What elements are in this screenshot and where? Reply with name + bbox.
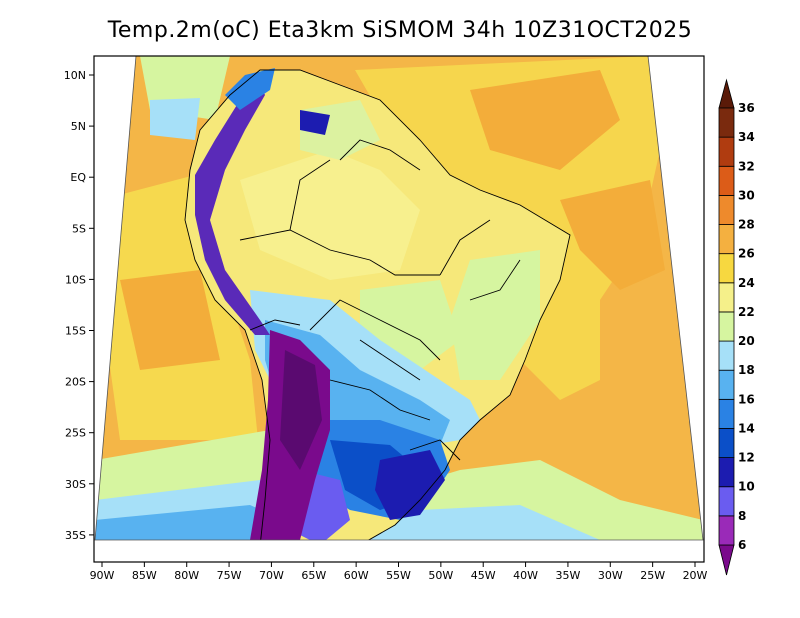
atlantic-orange-patch-2 xyxy=(560,180,665,290)
latitude-axis: 10N 5N EQ 5S 10S 15S 20S 25S 30S 35S xyxy=(64,69,94,542)
colorbar-label: 14 xyxy=(738,421,755,435)
colorbar-label: 12 xyxy=(738,451,755,465)
colorbar-label: 28 xyxy=(738,218,755,232)
lat-tick-label: EQ xyxy=(70,171,86,184)
lat-tick-label: 5S xyxy=(72,222,86,235)
colorbar-box xyxy=(718,311,735,342)
lat-tick-label: 20S xyxy=(65,376,86,389)
lon-tick-label: 60W xyxy=(344,569,369,582)
lon-tick-label: 30W xyxy=(598,569,623,582)
colorbar-box xyxy=(718,428,735,459)
colorbar-box xyxy=(718,107,735,138)
lat-tick-label: 35S xyxy=(65,529,86,542)
colorbar-label: 30 xyxy=(738,188,755,202)
temperature-field xyxy=(95,56,703,540)
lat-tick-label: 30S xyxy=(65,478,86,491)
lon-tick-label: 65W xyxy=(301,569,326,582)
lon-tick-label: 80W xyxy=(174,569,199,582)
colorbar-box xyxy=(718,515,735,546)
lon-tick-label: 55W xyxy=(386,569,411,582)
colorbar-label: 26 xyxy=(738,247,755,261)
colorbar-label: 32 xyxy=(738,159,755,173)
lat-tick-label: 10N xyxy=(64,69,86,82)
lon-tick-label: 45W xyxy=(471,569,496,582)
lon-tick-label: 85W xyxy=(132,569,157,582)
andes-altiplano-core xyxy=(280,350,322,470)
colorbar-label: 16 xyxy=(738,392,755,406)
colorbar-box xyxy=(718,457,735,488)
colorbar-label: 24 xyxy=(738,276,755,290)
longitude-axis: 90W 85W 80W 75W 70W 65W 60W 55W 50W 45W 40W 35W 30W 2… xyxy=(90,562,708,582)
atlantic-orange-patch xyxy=(470,70,620,170)
colorbar-box xyxy=(718,340,735,371)
lon-tick-label: 25W xyxy=(640,569,665,582)
colorbar-label: 34 xyxy=(738,130,755,144)
andes-north-spine xyxy=(195,80,270,335)
colorbar-label: 18 xyxy=(738,363,755,377)
andes-colombia-cool xyxy=(225,68,275,110)
amazon-warm xyxy=(240,150,420,280)
colorbar-label: 22 xyxy=(738,305,755,319)
country-borders xyxy=(184,69,571,540)
map-title: Temp.2m(oC) Eta3km SiSMOM 34h 10Z31OCT20… xyxy=(107,18,693,43)
lon-tick-label: 35W xyxy=(555,569,580,582)
pacific-orange-patch xyxy=(120,270,220,370)
lon-tick-label: 75W xyxy=(217,569,242,582)
lon-tick-label: 90W xyxy=(90,569,115,582)
colorbar-label: 8 xyxy=(738,509,746,523)
lat-tick-label: 5N xyxy=(71,120,86,133)
lon-tick-label: 40W xyxy=(513,569,538,582)
colorbar-box xyxy=(718,282,735,313)
colorbar-label: 20 xyxy=(738,334,755,348)
colorbar-box xyxy=(718,165,735,196)
colorbar-box xyxy=(718,194,735,225)
colorbar-box xyxy=(718,224,735,255)
colorbar-box xyxy=(718,486,735,517)
lon-tick-label: 50W xyxy=(428,569,453,582)
colorbar-box xyxy=(718,253,735,284)
colorbar-label: 36 xyxy=(738,101,755,115)
lat-tick-label: 10S xyxy=(65,273,86,286)
pacific-north-cool-2 xyxy=(150,98,200,140)
lon-tick-label: 20W xyxy=(683,569,708,582)
colorbar-box xyxy=(718,398,735,429)
colorbar-box xyxy=(718,369,735,400)
colorbar-over-triangle xyxy=(718,78,735,109)
colorbar: 6 8 10 12 14 16 18 20 22 24 26 28 30 32 34 36 xyxy=(718,78,755,576)
lat-tick-label: 15S xyxy=(65,325,86,338)
lat-tick-label: 25S xyxy=(65,427,86,440)
colorbar-under-triangle xyxy=(718,544,735,576)
colorbar-box xyxy=(718,136,735,167)
lon-tick-label: 70W xyxy=(259,569,284,582)
colorbar-label: 10 xyxy=(738,480,755,494)
guiana-highlands-cold xyxy=(300,110,330,135)
brazil-highlands-green xyxy=(450,250,540,380)
colorbar-label: 6 xyxy=(738,538,746,552)
uruguay-cold-band xyxy=(375,450,445,520)
